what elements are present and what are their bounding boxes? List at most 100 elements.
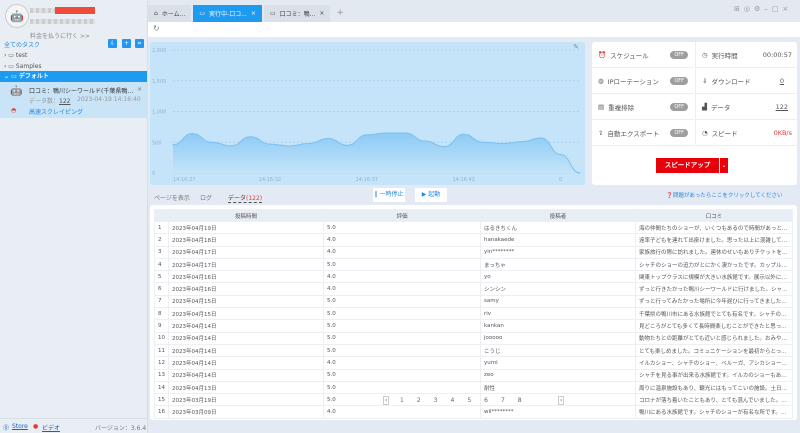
row-index: 6	[154, 282, 169, 296]
data-point	[288, 145, 290, 147]
pay-link[interactable]: 料金を払うに行く >>	[30, 33, 90, 40]
area-fill	[173, 133, 580, 173]
pause-button[interactable]: ‖ 一時停止	[373, 188, 405, 202]
rating-cell: 5.0	[323, 307, 481, 321]
tab-log[interactable]: ログ	[200, 195, 213, 202]
new-tab-icon[interactable]: +	[336, 8, 344, 18]
x-tick-label: 14:16:42	[452, 177, 474, 183]
data-label: データ	[711, 103, 731, 112]
speed-up-dropdown-icon[interactable]: ⌄	[720, 158, 728, 173]
schedule-row: ⏰ スケジュール OFF	[592, 42, 694, 68]
dedupe-toggle[interactable]: OFF	[670, 102, 688, 111]
rating-cell: 5.0	[323, 294, 481, 309]
store-link[interactable]: Store	[12, 423, 28, 430]
col-review[interactable]: 口コミ	[635, 209, 793, 222]
col-rating[interactable]: 評価	[323, 209, 481, 222]
folder-label: Samples	[15, 63, 42, 70]
minimize-icon[interactable]: –	[764, 5, 772, 13]
table-row[interactable]: 2 2023年04月18日 4.0 hanakaede 遠率子どもを連れて出掛けました。…	[154, 233, 793, 247]
review-cell: シャチを見る事が出来る水族館です。イルカのショーもあります。...	[635, 368, 793, 382]
tab-data[interactable]: データ(122)	[228, 193, 263, 203]
data-point	[249, 136, 252, 138]
page-5-button[interactable]: 5	[467, 397, 472, 404]
robot-icon: 🤖	[10, 86, 23, 97]
sidebar: 🤖 料金を払うに行く >> 全てのタスク ⇩ + ⌗ › ▭ test › ▭ …	[0, 0, 148, 433]
table-row[interactable]: 4 2023年04月17日 5.0 まっちゃ シャチのショーの迫力がとにかく凄かったです…	[154, 257, 793, 272]
table-row[interactable]: 16 2023年03月09日 4.0 wil******** 鴨川にある水族館です。シャ…	[154, 405, 793, 419]
speed-up-button[interactable]: スピードアップ	[656, 158, 719, 173]
download-row: ⇓ ダウンロード 0	[696, 68, 798, 94]
table-row[interactable]: 6 2023年04月16日 4.0 シンシン ずっと行きたかった鴨川シーワールドに行けま…	[154, 282, 793, 296]
review-cell: 遠率子どもを連れて出掛けました。思った以上に混雑していて驚き...	[635, 233, 793, 247]
add-task-icon[interactable]: +	[122, 39, 131, 48]
post-time-cell: 2023年04月14日	[168, 319, 324, 333]
help-link[interactable]: ❓問題があったらここをクリックしてください	[666, 191, 783, 199]
data-point	[172, 144, 174, 146]
close-tab-icon[interactable]: ×	[250, 10, 256, 17]
table-row[interactable]: 10 2023年04月14日 5.0 jooooo 動物たちとの距離がとても近いと感じら…	[154, 331, 793, 345]
task-card[interactable]: 🤖 口コミ：鴨川シーワールド(千葉県鴨川市東... × データ数：122 202…	[0, 82, 147, 118]
table-row[interactable]: 14 2023年04月13日 5.0 耐性 周りに温泉施設もあり、観光にはもってこいの施…	[154, 380, 793, 395]
task-name[interactable]: 口コミ：鴨川シーワールド(千葉県鴨川市東...	[29, 88, 135, 95]
table-row[interactable]: 11 2023年04月14日 5.0 こうじ とても楽しめました。コミュニケーションを最…	[154, 343, 793, 358]
page-4-button[interactable]: 4	[450, 397, 455, 404]
scan-icon[interactable]: ⌗	[135, 39, 144, 48]
tab-running[interactable]: ▭ 実行中-口コ... ×	[193, 5, 262, 22]
table-row[interactable]: 1 2023年04月19日 5.0 はるきちくん 海の仲間たちのショーが、いくつもあるの…	[154, 220, 793, 235]
author-cell: samy	[480, 294, 636, 309]
data-count[interactable]: 122	[59, 98, 71, 105]
page-3-button[interactable]: 3	[433, 397, 438, 404]
prev-page-button[interactable]: ‹	[383, 396, 390, 405]
folder-default[interactable]: ⌄ ▭ デフォルト	[0, 71, 147, 82]
table-row[interactable]: 9 2023年04月14日 5.0 kankan 見どころがとても多くて長時間楽しむこと…	[154, 319, 793, 333]
edit-icon[interactable]: ✎	[573, 43, 579, 51]
rating-cell: 4.0	[323, 233, 481, 247]
tab-reviews[interactable]: ▭ 口コミ：鴨... ×	[263, 5, 331, 22]
page-7-button[interactable]: 7	[500, 397, 505, 404]
close-task-icon[interactable]: ×	[137, 86, 143, 93]
start-button[interactable]: ▶ 起動	[415, 188, 447, 202]
folder-label: test	[15, 52, 28, 59]
help-text: 問題があったらここをクリックしてください	[672, 193, 783, 199]
auto-export-toggle[interactable]: OFF	[670, 128, 688, 137]
page-1-button[interactable]: 1	[400, 397, 404, 404]
folder-label: デフォルト	[18, 73, 49, 80]
page-6-button[interactable]: 6	[484, 397, 488, 404]
col-post-time[interactable]: 投稿時間	[168, 209, 324, 222]
folder-samples[interactable]: › ▭ Samples	[4, 63, 42, 70]
avatar[interactable]: 🤖	[5, 4, 29, 28]
help-icon[interactable]: ◎	[743, 5, 754, 13]
tab-page-view[interactable]: ページを表示	[154, 195, 190, 202]
rating-cell: 5.0	[323, 331, 481, 345]
download-value[interactable]: 0	[779, 76, 784, 85]
import-icon[interactable]: ⇩	[108, 39, 117, 48]
next-page-button[interactable]: ›	[558, 396, 565, 405]
close-icon[interactable]: ×	[782, 5, 793, 13]
tab-home[interactable]: ⌂ ホーム...	[148, 5, 192, 22]
review-cell: 動物たちとの距離がとても近いと感じられました。おみやげコーナ...	[635, 331, 793, 345]
speed-value: 0KB/s	[773, 128, 792, 137]
data-value[interactable]: 122	[775, 102, 788, 111]
gift-icon[interactable]: ⊞	[734, 5, 744, 13]
refresh-icon[interactable]: ↻	[153, 24, 160, 33]
table-row[interactable]: 12 2023年04月14日 4.0 yumi イルカショー、シャチのショー、ベルーガ、…	[154, 356, 793, 370]
auto-export-row: ⇪ 自動エクスポート OFF	[592, 120, 694, 146]
table-row[interactable]: 7 2023年04月15日 5.0 samy ずっと行ってみたかった場所に今年遅ひに行っ…	[154, 294, 793, 309]
table-row[interactable]: 13 2023年04月14日 5.0 zeo シャチを見る事が出来る水族館です。イルカの…	[154, 368, 793, 382]
schedule-toggle[interactable]: OFF	[670, 50, 688, 59]
review-cell: イルカショー、シャチのショー、ベルーガ、アシカショーなど、見...	[635, 356, 793, 370]
ip-rotation-toggle[interactable]: OFF	[670, 76, 688, 85]
x-tick-label: 14:16:32	[259, 177, 281, 183]
settings-icon[interactable]: ⚙	[753, 5, 765, 13]
table-row[interactable]: 5 2023年04月16日 4.0 yo 関東トップクラスに規模が大きい水族館です。展示…	[154, 270, 793, 284]
table-row[interactable]: 8 2023年04月15日 5.0 riv 千葉県の鴨川市にある水族館でとても有名です。…	[154, 307, 793, 321]
col-author[interactable]: 投稿者	[480, 209, 636, 222]
folder-test[interactable]: › ▭ test	[4, 52, 28, 59]
page-8-button[interactable]: 8	[517, 397, 522, 404]
data-count-label: データ数：	[29, 98, 60, 105]
close-tab-icon[interactable]: ×	[319, 10, 325, 17]
table-row[interactable]: 3 2023年04月17日 4.0 yin******** 家族旅行の際に訪れました。連…	[154, 245, 793, 259]
video-link[interactable]: ビデオ	[42, 425, 61, 432]
maximize-icon[interactable]: □	[771, 5, 783, 13]
page-2-button[interactable]: 2	[416, 397, 421, 404]
